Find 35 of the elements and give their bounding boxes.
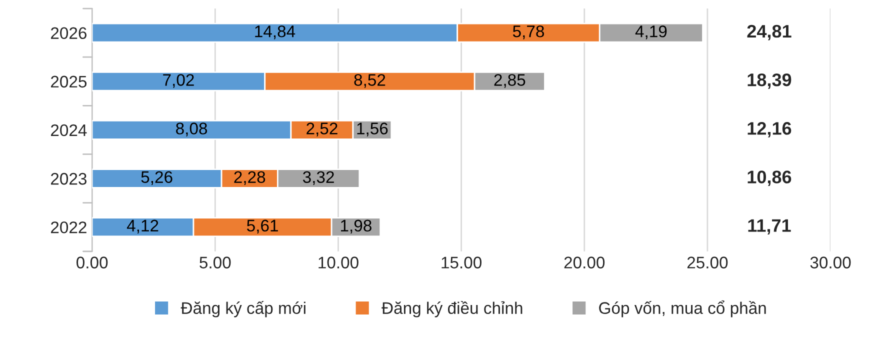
annotation: 24,81 [747,24,792,40]
x-tick-label: 5.00 [200,256,231,268]
annotation: 11,71 [748,219,791,235]
annotation: 18,39 [748,73,792,89]
data-label: 2,85 [494,74,526,88]
legend-label: Đăng ký điều chỉnh [382,301,522,318]
y-tick-label: 2024 [50,124,87,136]
annotation: 10,86 [748,170,792,186]
legend-label: Góp vốn, mua cổ phần [599,300,766,318]
data-label: 5,61 [246,220,278,234]
data-label: 2,52 [306,122,338,136]
annotation: 12,16 [748,122,792,138]
x-tick-label: 25.00 [687,256,728,268]
data-label: 5,26 [141,171,172,185]
data-label: 1,98 [341,220,372,234]
y-tick-label: 2022 [50,221,86,234]
x-tick-label: 15.00 [442,256,482,268]
x-tick-label: 30.00 [810,256,851,268]
data-label: 8,08 [176,122,208,136]
data-label: 3,32 [302,171,334,185]
data-label: 4,12 [126,220,158,234]
y-tick-label: 2026 [50,27,86,40]
data-label: 8,52 [354,74,386,88]
data-label: 14,84 [255,26,296,40]
x-tick-label: 10.00 [318,256,358,268]
data-label: 4,19 [635,26,667,40]
x-tick-label: 0.00 [76,256,108,268]
y-tick-label: 2025 [50,76,87,88]
data-label: 5,78 [512,26,544,40]
data-label: 7,02 [163,74,194,88]
legend-label: Đăng ký cấp mới [180,301,306,318]
data-label: 2,28 [234,171,266,185]
data-label: 1,56 [357,122,388,136]
x-tick-label: 20.00 [564,256,605,268]
y-tick-label: 2023 [50,172,86,185]
